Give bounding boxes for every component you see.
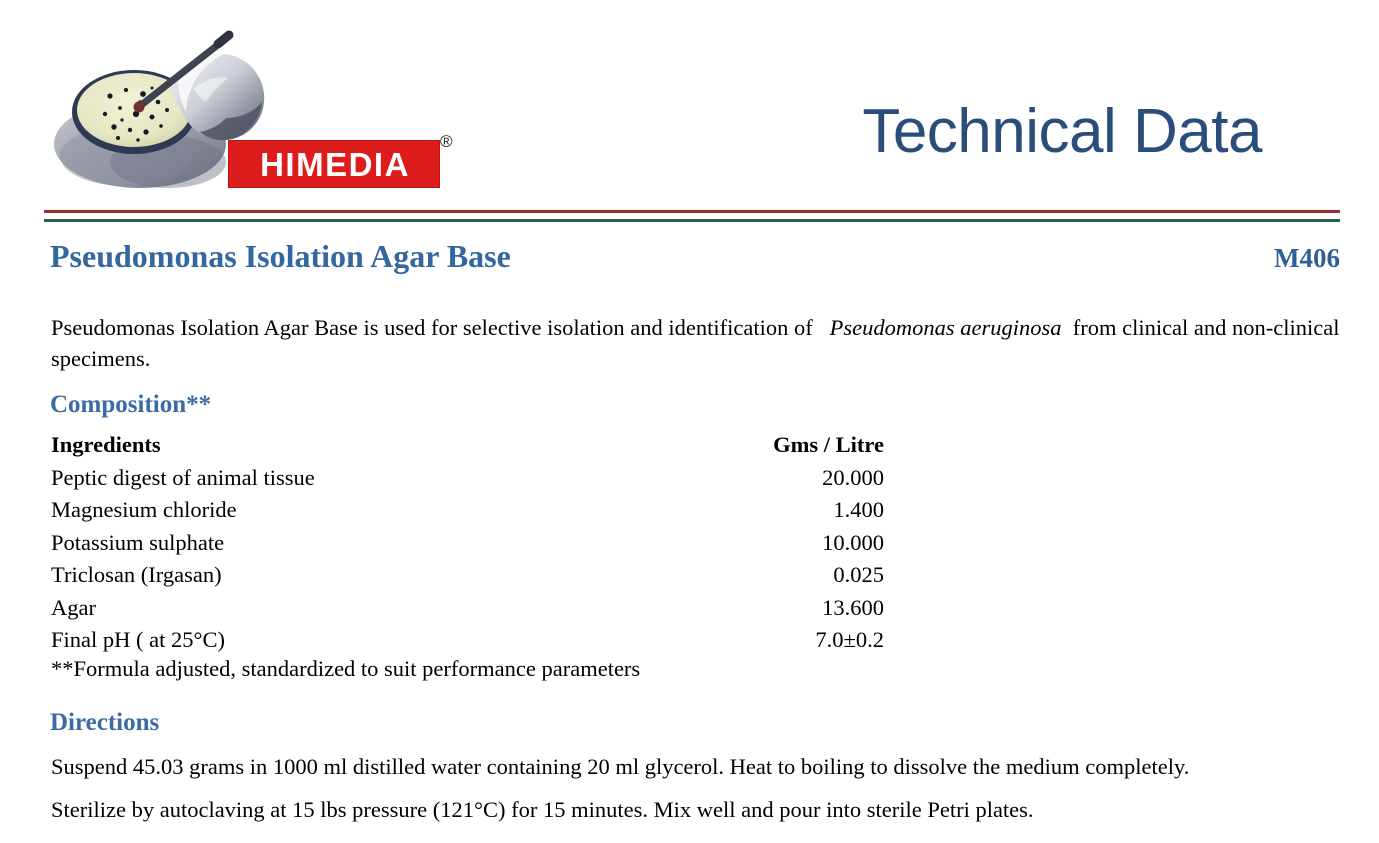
ingredient-amount: 10.000 — [822, 529, 884, 555]
product-description: Pseudomonas Isolation Agar Base is used … — [51, 312, 1347, 374]
description-prefix: Pseudomonas Isolation Agar Base is used … — [51, 315, 813, 340]
table-row: Magnesium chloride 1.400 — [51, 494, 884, 527]
petri-dish-inoculation-loop-icon — [54, 30, 265, 188]
ingredient-amount: 20.000 — [822, 464, 884, 490]
document-body: Pseudomonas Isolation Agar Base M406 Pse… — [0, 226, 1379, 822]
ingredient-name: Final pH ( at 25°C) — [51, 627, 225, 652]
himedia-logo: HIMEDIA ® — [48, 22, 453, 197]
ingredient-amount: 1.400 — [833, 497, 884, 522]
table-row: Potassium sulphate 10.000 — [51, 527, 884, 560]
ingredient-amount: 13.600 — [822, 594, 884, 620]
composition-table: Ingredients Gms / Litre Peptic digest of… — [51, 429, 884, 657]
table-row: Agar 13.600 — [51, 592, 884, 625]
description-suffix: from clinical and non-clinical specimens… — [51, 315, 1340, 371]
product-title-row: Pseudomonas Isolation Agar Base M406 — [0, 226, 1379, 274]
composition-footnote: **Formula adjusted, standardized to suit… — [51, 656, 641, 681]
directions-line: Sterilize by autoclaving at 15 lbs press… — [51, 797, 1034, 822]
ingredient-amount: 7.0±0.2 — [815, 627, 884, 652]
ingredient-name: Potassium sulphate — [51, 529, 225, 555]
composition-heading: Composition** — [50, 391, 212, 418]
ingredient-name: Agar — [51, 594, 96, 620]
page-title: Pseudomonas Isolation Agar Base — [50, 238, 511, 274]
table-row: Final pH ( at 25°C) 7.0±0.2 — [51, 624, 884, 657]
header-rule-green — [44, 219, 1340, 222]
column-header-amount: Gms / Litre — [773, 432, 884, 457]
table-header-row: Ingredients Gms / Litre — [51, 429, 884, 462]
ingredient-name: Magnesium chloride — [51, 497, 237, 522]
directions-line: Suspend 45.03 grams in 1000 ml distilled… — [51, 754, 1190, 779]
ingredient-amount: 0.025 — [833, 562, 884, 587]
registered-trademark-icon: ® — [440, 132, 453, 151]
description-species-name: Pseudomonas aeruginosa — [829, 315, 1062, 340]
himedia-wordmark-box: HIMEDIA — [228, 140, 440, 188]
himedia-wordmark-text: HIMEDIA — [260, 146, 410, 183]
header-rule-red — [44, 210, 1340, 213]
product-code: M406 — [1274, 243, 1340, 273]
table-row: Triclosan (Irgasan) 0.025 — [51, 559, 884, 592]
document-type-title: Technical Data — [862, 97, 1262, 166]
column-header-ingredients: Ingredients — [51, 432, 161, 457]
document-header: HIMEDIA ® Technical Data — [0, 0, 1379, 222]
ingredient-name: Triclosan (Irgasan) — [51, 562, 222, 587]
directions-heading: Directions — [50, 709, 160, 736]
ingredient-name: Peptic digest of animal tissue — [51, 464, 315, 490]
table-row: Peptic digest of animal tissue 20.000 — [51, 462, 884, 495]
